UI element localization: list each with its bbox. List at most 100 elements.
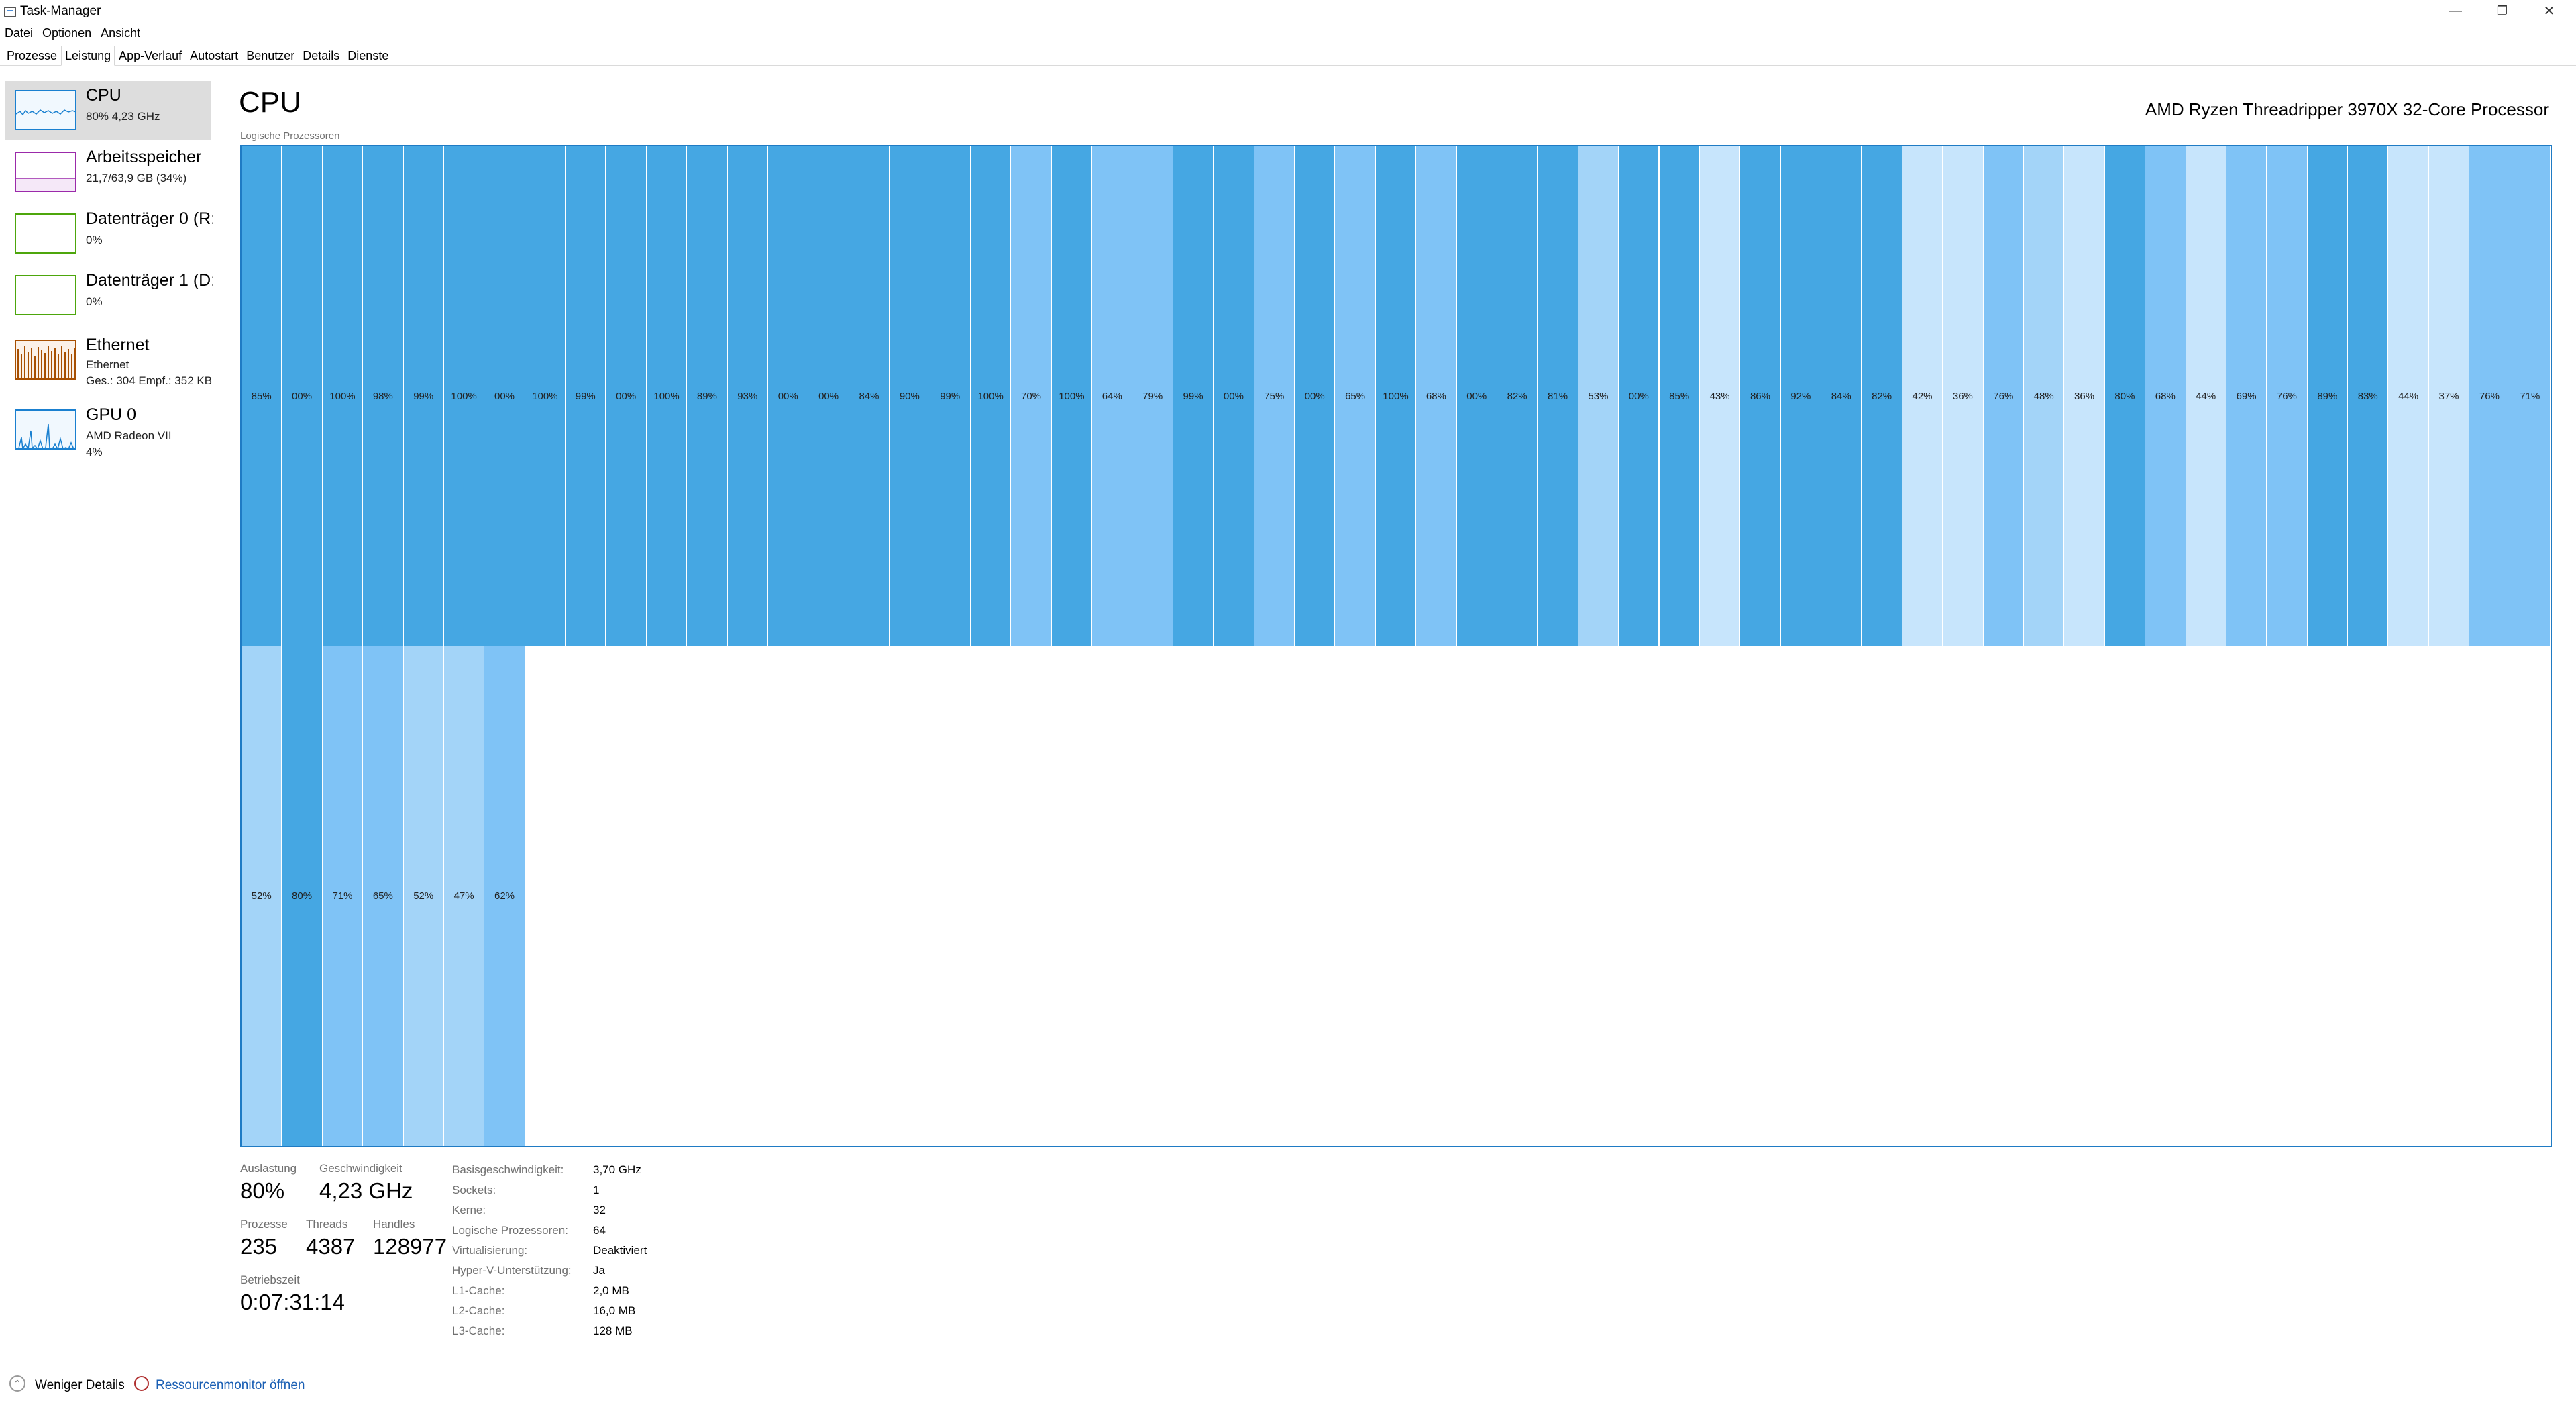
chevron-up-icon[interactable]: ⌃ (9, 1375, 25, 1392)
logical-processor-cell: 80% (282, 646, 323, 1146)
sidebar-item-datentraeger-0[interactable]: Datenträger 0 (R: C:) 0% (5, 204, 213, 263)
info-label: Kerne: (452, 1204, 486, 1216)
resource-monitor-link[interactable]: Ressourcenmonitor öffnen (156, 1378, 305, 1392)
betriebszeit-value: 0:07:31:14 (240, 1290, 345, 1314)
logical-processor-cell: 76% (2469, 146, 2510, 646)
logical-processor-cell: 99% (930, 146, 971, 646)
logical-processor-cell: 00% (1619, 146, 1660, 646)
sidebar-item-arbeitsspeicher[interactable]: Arbeitsspeicher 21,7/63,9 GB (34%) (5, 142, 211, 201)
minimize-button[interactable]: — (2449, 3, 2462, 18)
cpu-model-name: AMD Ryzen Threadripper 3970X 32-Core Pro… (2145, 99, 2549, 119)
logical-processor-cell: 65% (1335, 146, 1376, 646)
sidebar-item-name: Datenträger 0 (R: C:) (86, 209, 213, 228)
restore-button[interactable]: ❐ (2496, 3, 2508, 17)
menu-bar: Datei Optionen Ansicht (0, 24, 145, 42)
handles-value: 128977 (373, 1234, 447, 1259)
logical-processor-cell: 86% (1740, 146, 1781, 646)
cpu-graph-icon (15, 90, 76, 130)
logical-processor-cell: 89% (2307, 146, 2349, 646)
logical-processor-cell: 82% (1497, 146, 1538, 646)
logical-processor-cell: 80% (2104, 146, 2146, 646)
logical-processor-cell: 00% (808, 146, 849, 646)
graph-label: Logische Prozessoren (240, 130, 340, 142)
close-button[interactable]: ✕ (2543, 3, 2555, 19)
sidebar-item-detail: 0% (86, 233, 103, 246)
tab-autostart[interactable]: Autostart (190, 49, 239, 62)
info-label: L1-Cache: (452, 1284, 505, 1297)
logical-processor-cell: 70% (1011, 146, 1052, 646)
tab-benutzer[interactable]: Benutzer (246, 49, 295, 62)
disk-graph-icon (15, 213, 76, 254)
sidebar-item-name: Arbeitsspeicher (86, 148, 202, 166)
logical-processor-cell: 90% (890, 146, 930, 646)
prozesse-value: 235 (240, 1234, 278, 1259)
logical-processor-cell: 81% (1538, 146, 1578, 646)
tab-app-verlauf[interactable]: App-Verlauf (119, 49, 182, 62)
logical-processor-cell: 98% (363, 146, 404, 646)
menu-ansicht[interactable]: Ansicht (101, 26, 141, 40)
logical-processor-cell: 42% (1902, 146, 1943, 646)
logical-processor-cell: 100% (1375, 146, 1417, 646)
logical-processor-cell: 53% (1578, 146, 1619, 646)
threads-label: Threads (306, 1218, 348, 1231)
logical-processor-cell: 75% (1254, 146, 1295, 646)
network-graph-icon (15, 340, 76, 380)
info-label: Sockets: (452, 1184, 496, 1196)
logical-processor-cell: 44% (2388, 146, 2429, 646)
logical-processor-cell: 71% (2510, 146, 2551, 646)
sidebar-item-gpu-0[interactable]: GPU 0 AMD Radeon VII 4% (5, 400, 211, 467)
logical-processor-cell: 89% (687, 146, 728, 646)
logical-processor-cell: 99% (403, 146, 444, 646)
logical-processor-cell: 37% (2428, 146, 2470, 646)
logical-processor-cell: 100% (525, 146, 566, 646)
auslastung-label: Auslastung (240, 1162, 297, 1175)
geschwindigkeit-value: 4,23 GHz (319, 1178, 413, 1203)
tab-details[interactable]: Details (303, 49, 340, 62)
logical-processor-cell: 36% (1943, 146, 1984, 646)
threads-value: 4387 (306, 1234, 356, 1259)
tab-prozesse[interactable]: Prozesse (7, 49, 58, 62)
info-label: L2-Cache: (452, 1304, 505, 1317)
logical-processor-cell: 83% (2348, 146, 2389, 646)
info-value: 16,0 MB (593, 1304, 636, 1317)
logical-processor-cell: 00% (606, 146, 647, 646)
logical-processor-cell: 76% (1983, 146, 2024, 646)
info-value: 1 (593, 1184, 600, 1196)
logical-processor-cell: 76% (2267, 146, 2308, 646)
auslastung-value: 80% (240, 1178, 285, 1203)
tab-dienste[interactable]: Dienste (347, 49, 389, 62)
logical-processor-cell: 52% (403, 646, 444, 1146)
logical-processor-cell: 43% (1699, 146, 1741, 646)
menu-datei[interactable]: Datei (5, 26, 34, 40)
sidebar-item-detail: AMD Radeon VII (86, 429, 172, 442)
sidebar-item-cpu[interactable]: CPU 80% 4,23 GHz (5, 81, 211, 140)
info-value: 3,70 GHz (593, 1163, 641, 1176)
page-title: CPU (239, 86, 301, 119)
info-value: 128 MB (593, 1324, 633, 1337)
logical-processor-cell: 100% (646, 146, 688, 646)
sidebar-item-detail-2: 4% (86, 446, 103, 458)
tab-leistung[interactable]: Leistung (61, 46, 115, 66)
logical-processor-cell: 100% (443, 146, 485, 646)
menu-optionen[interactable]: Optionen (42, 26, 92, 40)
sidebar-item-detail: 80% 4,23 GHz (86, 110, 160, 123)
fewer-details-link[interactable]: Weniger Details (35, 1378, 125, 1392)
logical-processor-cell: 99% (1173, 146, 1214, 646)
logical-processor-cell: 93% (727, 146, 768, 646)
logical-processor-cell: 92% (1780, 146, 1822, 646)
logical-processor-cell: 00% (1456, 146, 1497, 646)
logical-processor-cell: 65% (363, 646, 404, 1146)
info-label: Basisgeschwindigkeit: (452, 1163, 564, 1176)
logical-processors-grid: 85% 00% 100% 98% 99% 100% 00% 100% 99% 00% 100% 89%… (240, 145, 2552, 1147)
sidebar-item-ethernet[interactable]: Ethernet Ethernet Ges.: 304 Empf.: 352 K… (5, 330, 213, 396)
footer: ⌃ Weniger Details Ressourcenmonitor öffn… (0, 1374, 2576, 1398)
logical-processor-cell: 47% (443, 646, 485, 1146)
logical-processor-cell: 100% (970, 146, 1012, 646)
info-value: Ja (593, 1264, 605, 1277)
logical-processor-cell: 100% (1051, 146, 1093, 646)
resource-monitor-icon[interactable] (134, 1376, 149, 1391)
sidebar-item-detail: 0% (86, 295, 103, 308)
sidebar-item-name: GPU 0 (86, 405, 137, 424)
sidebar-item-datentraeger-1[interactable]: Datenträger 1 (D:) 0% (5, 266, 213, 325)
info-label: Hyper-V-Unterstützung: (452, 1264, 572, 1277)
